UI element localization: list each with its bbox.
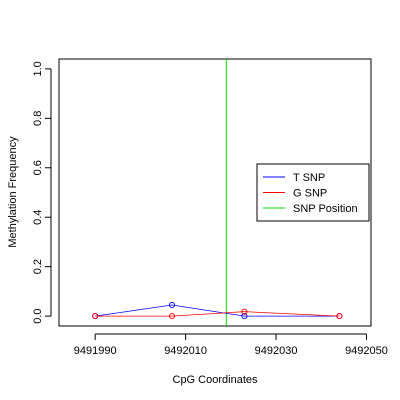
series-line-1 — [95, 311, 340, 317]
legend: T SNP G SNP SNP Position — [256, 163, 370, 222]
y-axis: 0.0 0.2 0.4 0.6 0.8 1.0 — [32, 61, 52, 324]
y-tick-label: 0.8 — [32, 111, 44, 126]
data-point-1-1 — [168, 313, 176, 320]
x-axis: 9491990 9492010 9492030 9492050 — [74, 333, 388, 357]
data-point-1-0 — [92, 313, 99, 320]
y-tick-label: 0.2 — [32, 259, 44, 274]
legend-label: T SNP — [293, 172, 325, 184]
series-line-0 — [95, 304, 340, 317]
x-tick-label: 9492010 — [164, 345, 207, 357]
x-tick-label: 9492050 — [345, 345, 388, 357]
y-axis-title: Methylation Frequency — [7, 136, 19, 248]
data-point-0-2 — [241, 313, 248, 320]
y-tick-label: 0.0 — [32, 308, 44, 323]
legend-label: G SNP — [293, 188, 327, 200]
x-tick-label: 9491990 — [74, 345, 117, 357]
y-tick-label: 0.6 — [32, 160, 44, 175]
x-tick-label: 9492030 — [255, 345, 298, 357]
legend-label: SNP Position — [293, 203, 358, 215]
y-tick-label: 0.4 — [32, 210, 44, 225]
plot-frame — [58, 58, 372, 327]
series-layer — [92, 59, 343, 326]
x-axis-title: CpG Coordinates — [173, 374, 258, 386]
data-point-0-1 — [168, 301, 176, 309]
y-tick-label: 1.0 — [32, 61, 44, 76]
data-point-1-2 — [241, 308, 248, 315]
data-point-1-3 — [336, 313, 343, 320]
